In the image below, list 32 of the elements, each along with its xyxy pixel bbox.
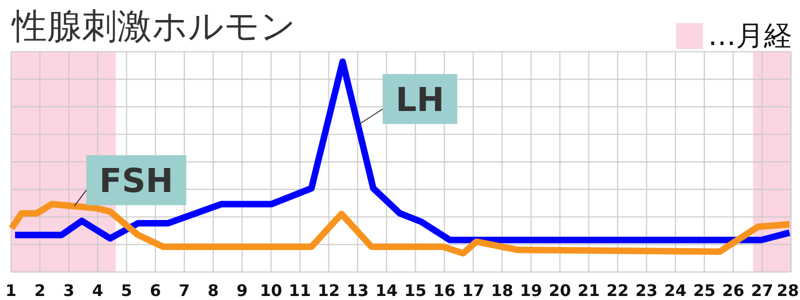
x-tick-label: 17: [462, 281, 484, 300]
x-tick-label: 12: [318, 281, 340, 300]
x-tick-label: 3: [63, 281, 74, 300]
x-tick-label: 25: [693, 281, 716, 300]
x-tick-label: 9: [236, 281, 248, 300]
x-tick-label: 14: [375, 281, 398, 300]
x-tick-label: 7: [178, 281, 190, 300]
band-label: …月経: [708, 19, 792, 52]
x-tick-label: 5: [120, 281, 132, 300]
x-tick-label: 15: [404, 281, 427, 300]
x-tick-label: 26: [722, 281, 744, 300]
chart-title: 性腺刺激ホルモン: [11, 7, 296, 47]
x-tick-label: 11: [288, 281, 312, 300]
x-tick-label: 27: [750, 281, 774, 300]
x-tick-label: 23: [635, 281, 658, 300]
series-label: FSH: [99, 161, 174, 200]
x-tick-label: 13: [346, 281, 369, 300]
x-tick-label: 4: [92, 281, 104, 300]
x-tick-label: 16: [433, 281, 456, 300]
x-tick-label: 10: [260, 281, 282, 300]
x-tick-label: 24: [664, 281, 687, 300]
x-tick-label: 8: [208, 281, 219, 300]
x-tick-label: 2: [34, 281, 46, 300]
x-tick-label: 6: [150, 281, 162, 300]
x-tick-label: 28: [776, 281, 799, 300]
x-tick-label: 21: [578, 281, 600, 300]
x-tick-label: 20: [548, 281, 572, 300]
x-tick-label: 19: [520, 281, 542, 300]
x-tick-label: 18: [490, 281, 514, 300]
series-label: LH: [396, 80, 444, 120]
x-tick-label: 1: [5, 281, 17, 300]
x-tick-label: 22: [606, 281, 629, 300]
